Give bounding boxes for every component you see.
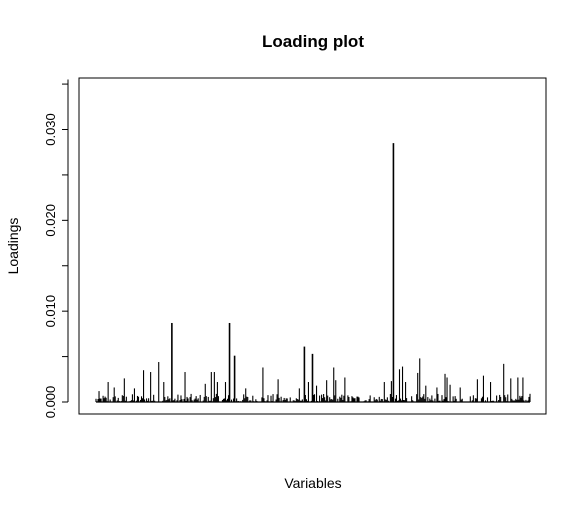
chart-title: Loading plot <box>262 32 364 51</box>
y-axis-label: Loadings <box>5 218 21 275</box>
x-axis-label: Variables <box>284 475 341 491</box>
y-tick-label: 0.030 <box>43 113 58 146</box>
y-tick-label: 0.000 <box>43 386 58 419</box>
y-tick-label: 0.010 <box>43 295 58 328</box>
y-axis: 0.000 0.010 0.020 0.030 <box>43 79 69 419</box>
loading-bars <box>95 143 531 403</box>
y-tick-label: 0.020 <box>43 204 58 237</box>
plot-frame <box>78 77 547 415</box>
